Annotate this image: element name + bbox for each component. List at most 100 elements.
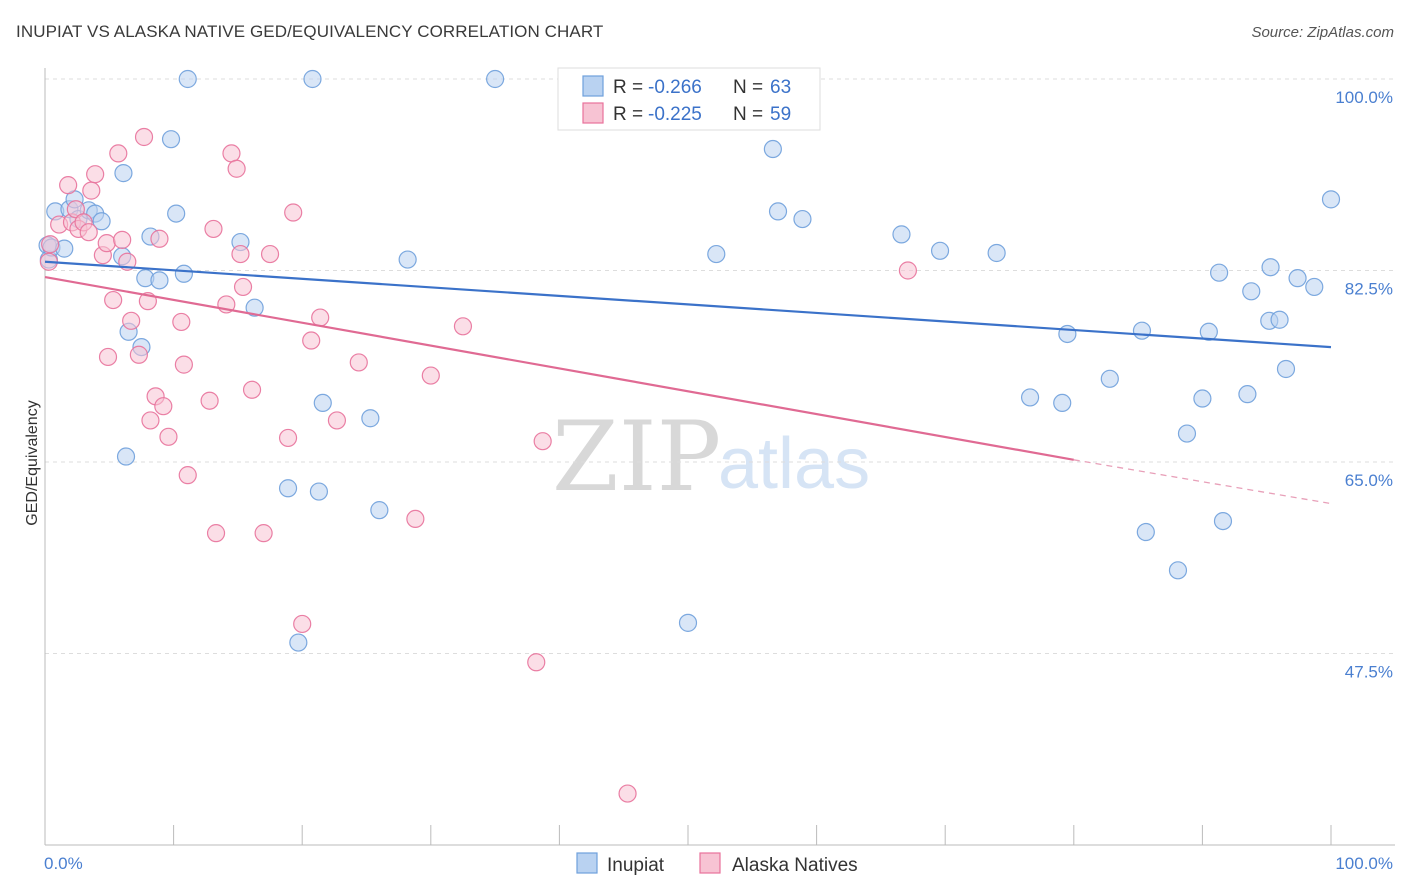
alaska-natives-point-40 xyxy=(260,244,280,264)
inupiat-point-25 xyxy=(278,479,298,498)
alaska-natives-point-35 xyxy=(227,159,246,178)
trend-lines xyxy=(44,260,1332,505)
inupiat-point-50 xyxy=(1193,389,1212,408)
chart-title: INUPIAT VS ALASKA NATIVE GED/EQUIVALENCY… xyxy=(16,22,604,41)
legend-r-value-2: -0.225 xyxy=(648,104,702,125)
source-credit: Source: ZipAtlas.com xyxy=(1251,24,1394,41)
inupiat-point-52 xyxy=(1210,263,1229,282)
inupiat-point-41 xyxy=(987,243,1006,263)
legend-n-value-1: 63 xyxy=(770,77,791,98)
alaska-natives-point-46 xyxy=(327,411,347,430)
alaska-natives-point-39 xyxy=(254,524,273,543)
alaska-natives-points xyxy=(39,69,918,803)
inupiat-point-44 xyxy=(1058,324,1077,344)
series-legend: Inupiat Alaska Natives xyxy=(576,852,858,876)
inupiat-point-18 xyxy=(150,271,169,290)
alaska-natives-point-24 xyxy=(150,229,169,248)
alaska-natives-point-32 xyxy=(206,524,226,543)
inupiat-point-22 xyxy=(178,69,197,89)
inupiat-point-38 xyxy=(793,209,812,229)
alaska-natives-point-49 xyxy=(421,366,440,385)
inupiat-point-43 xyxy=(1053,393,1072,413)
legend-n-label-1: N = xyxy=(733,77,763,98)
inupiat-point-12 xyxy=(114,164,133,183)
bottom-legend-swatch-alaska-natives xyxy=(699,852,721,874)
bottom-legend-label-inupiat: Inupiat xyxy=(607,855,665,876)
inupiat-point-31 xyxy=(370,501,389,520)
inupiat-point-59 xyxy=(1276,359,1296,379)
inupiat-point-20 xyxy=(167,204,186,223)
alaska-natives-point-38 xyxy=(242,380,262,399)
inupiat-point-45 xyxy=(1100,369,1119,388)
alaska-natives-point-9 xyxy=(82,181,101,200)
alaska-natives-point-45 xyxy=(311,308,330,327)
inupiat-point-60 xyxy=(1288,269,1307,288)
inupiat-point-55 xyxy=(1242,282,1261,301)
alaska-natives-point-8 xyxy=(79,223,98,242)
alaska-natives-point-13 xyxy=(98,347,118,367)
inupiat-point-39 xyxy=(892,225,911,244)
inupiat-point-24 xyxy=(245,298,264,317)
legend-n-value-2: 59 xyxy=(770,104,791,125)
alaska-natives-point-18 xyxy=(122,311,141,330)
alaska-natives-trend-line xyxy=(44,275,1074,461)
inupiat-point-37 xyxy=(768,202,788,221)
alaska-natives-point-25 xyxy=(154,397,173,416)
inupiat-point-40 xyxy=(930,241,950,260)
inupiat-point-21 xyxy=(174,264,193,283)
legend-r-value-1: -0.266 xyxy=(648,77,702,98)
alaska-natives-point-58 xyxy=(898,261,918,280)
y-tick-label-0: 100.0% xyxy=(1335,88,1393,107)
alaska-natives-point-51 xyxy=(527,653,546,672)
y-tick-labels: 100.0% 82.5% 65.0% 47.5% xyxy=(1335,88,1393,682)
inupiat-point-53 xyxy=(1213,511,1233,531)
x-tick-label-max: 100.0% xyxy=(1335,854,1393,873)
stats-legend: R = -0.266 N = 63 R = -0.225 N = 59 xyxy=(557,67,821,131)
legend-r-label-2: R = xyxy=(613,104,643,125)
inupiat-point-62 xyxy=(1305,277,1324,297)
alaska-natives-point-43 xyxy=(293,614,312,634)
bottom-legend-swatch-inupiat xyxy=(576,852,598,874)
inupiat-point-33 xyxy=(486,69,505,89)
alaska-natives-point-37 xyxy=(233,277,253,297)
y-tick-label-1: 82.5% xyxy=(1345,280,1393,299)
inupiat-point-29 xyxy=(313,393,332,413)
alaska-natives-point-1 xyxy=(41,235,60,254)
inupiat-point-30 xyxy=(361,409,380,428)
alaska-natives-point-34 xyxy=(222,144,241,163)
inupiat-point-35 xyxy=(707,244,726,264)
inupiat-point-27 xyxy=(303,69,322,89)
inupiat-point-13 xyxy=(116,447,136,466)
inupiat-point-28 xyxy=(309,482,329,501)
alaska-natives-point-16 xyxy=(113,230,132,249)
inupiat-point-54 xyxy=(1238,385,1257,404)
inupiat-point-42 xyxy=(1020,388,1040,407)
inupiat-point-49 xyxy=(1177,424,1197,443)
inupiat-point-61 xyxy=(1321,190,1341,209)
inupiat-point-48 xyxy=(1168,561,1188,580)
inupiat-point-10 xyxy=(92,212,111,231)
alaska-natives-point-14 xyxy=(104,290,123,310)
bottom-legend-label-alaska-natives: Alaska Natives xyxy=(732,855,858,876)
alaska-natives-point-30 xyxy=(200,391,219,410)
watermark-zip: ZIP xyxy=(552,401,721,513)
alaska-natives-point-19 xyxy=(129,345,148,364)
alaska-natives-point-26 xyxy=(159,427,178,446)
alaska-natives-point-42 xyxy=(284,203,303,222)
y-tick-label-3: 47.5% xyxy=(1345,663,1393,682)
alaska-natives-point-44 xyxy=(302,331,321,350)
inupiat-point-46 xyxy=(1132,321,1152,340)
alaska-natives-point-12 xyxy=(97,234,116,253)
inupiat-point-57 xyxy=(1261,258,1280,277)
inupiat-point-58 xyxy=(1270,310,1289,329)
alaska-natives-point-15 xyxy=(109,144,128,163)
y-axis-label: GED/Equivalency xyxy=(24,400,41,525)
legend-n-label-2: N = xyxy=(733,104,763,125)
inupiat-point-19 xyxy=(161,130,181,149)
legend-swatch-inupiat xyxy=(582,75,604,97)
alaska-natives-trend-extension xyxy=(1073,459,1332,505)
watermark-atlas: atlas xyxy=(718,424,870,504)
x-ticks xyxy=(44,825,1332,845)
inupiat-point-47 xyxy=(1136,522,1155,542)
